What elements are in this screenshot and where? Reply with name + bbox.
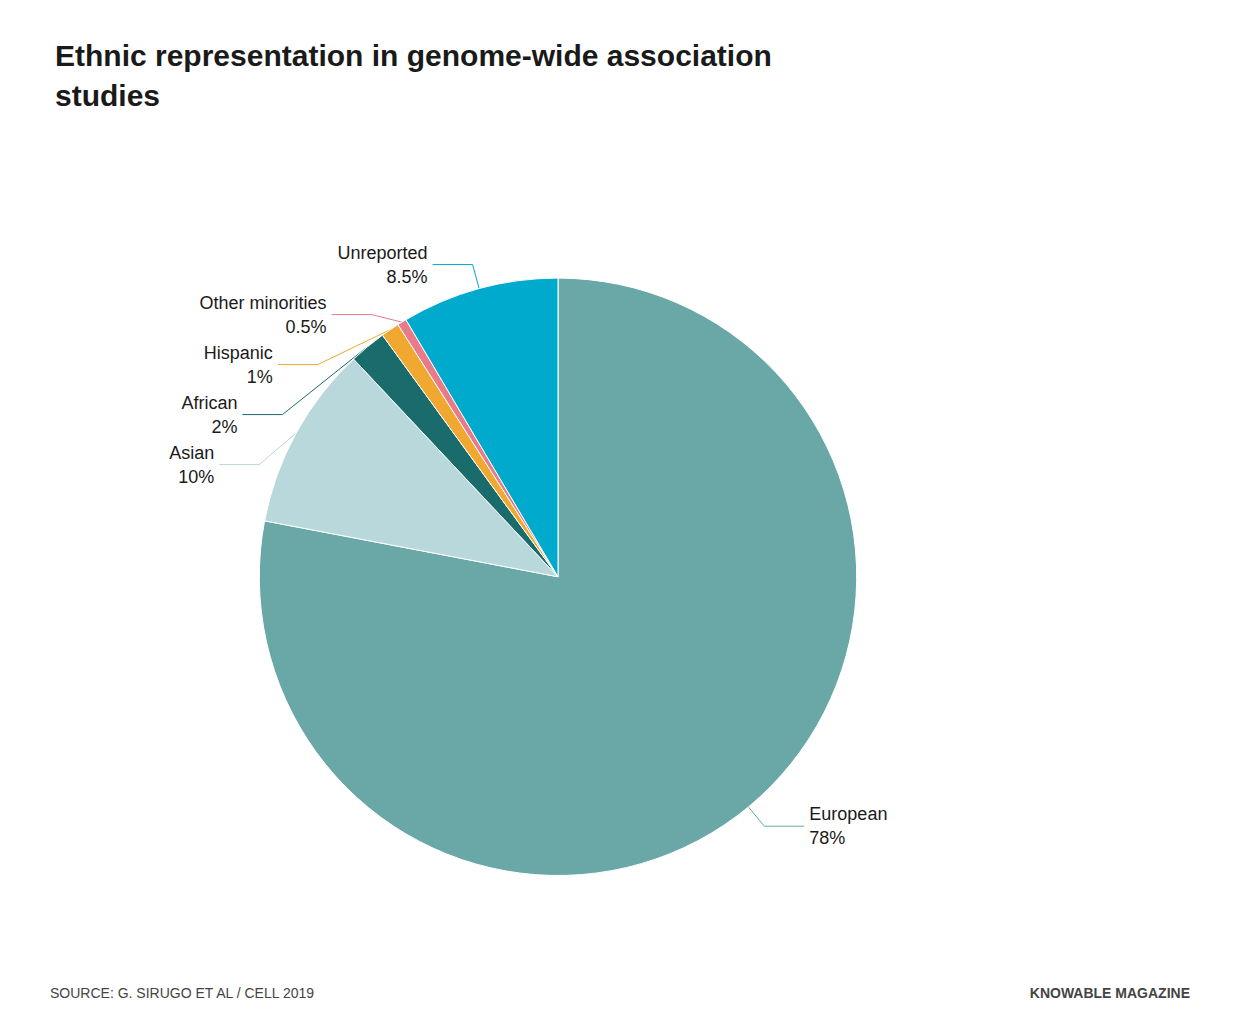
svg-text:0.5%: 0.5% [286, 317, 327, 337]
svg-text:studies: studies [55, 79, 160, 112]
svg-text:European: European [809, 804, 887, 824]
svg-text:SOURCE: G. SIRUGO ET AL / CELL: SOURCE: G. SIRUGO ET AL / CELL 2019 [50, 985, 314, 1001]
svg-text:Hispanic: Hispanic [204, 343, 273, 363]
svg-text:Asian: Asian [169, 443, 214, 463]
svg-text:1%: 1% [247, 367, 273, 387]
svg-text:10%: 10% [178, 467, 214, 487]
svg-text:KNOWABLE MAGAZINE: KNOWABLE MAGAZINE [1030, 985, 1190, 1001]
svg-text:Unreported: Unreported [338, 243, 428, 263]
svg-text:78%: 78% [809, 828, 845, 848]
svg-text:2%: 2% [211, 417, 237, 437]
svg-text:African: African [181, 393, 237, 413]
svg-text:Ethnic representation in genom: Ethnic representation in genome-wide ass… [55, 39, 772, 72]
svg-text:Other minorities: Other minorities [200, 293, 327, 313]
svg-text:8.5%: 8.5% [387, 267, 428, 287]
